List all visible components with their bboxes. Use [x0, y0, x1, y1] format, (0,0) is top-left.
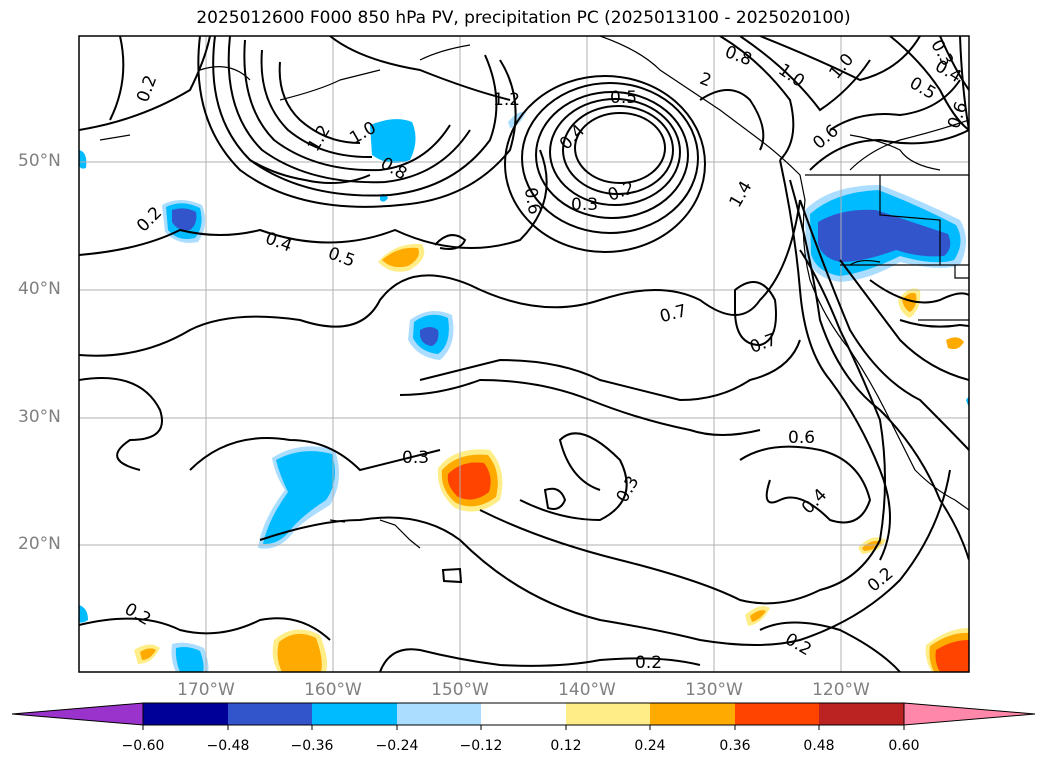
lat-label: 50°N — [18, 151, 61, 171]
colorbar-tick-label: 0.36 — [719, 738, 751, 754]
contour-label: 1.0 — [825, 50, 858, 84]
contour-label: 0.6 — [520, 186, 544, 216]
contour-label: 0.7 — [658, 301, 689, 327]
lon-label: 140°W — [558, 680, 616, 700]
colorbar-bin — [566, 703, 650, 725]
contour-label: 0.4 — [262, 228, 294, 256]
lon-label: 160°W — [304, 680, 362, 700]
contour-label: 0.2 — [781, 629, 814, 660]
contour-label: 0.6 — [788, 428, 815, 448]
contour-label: 0.3 — [613, 473, 644, 506]
contour-label: 0.2 — [133, 203, 166, 236]
lat-label: 30°N — [18, 407, 61, 427]
contour-label: 0.3 — [571, 195, 598, 215]
colorbar-bin — [650, 703, 735, 725]
contour-label: 2 — [697, 69, 714, 91]
colorbar-bin — [397, 703, 481, 725]
colorbar-bin — [143, 703, 228, 725]
colorbar-tick-label: −0.24 — [375, 738, 419, 754]
contour-label: 0.2 — [121, 599, 154, 630]
colorbar-tick-label: 0.60 — [888, 738, 920, 754]
lon-label: 120°W — [812, 680, 870, 700]
map-frame — [78, 35, 970, 673]
contour-label: 0.2 — [635, 653, 662, 673]
colorbar-tick-label: −0.60 — [121, 738, 165, 754]
contour-label: 0.3 — [402, 448, 429, 468]
colorbar-bin — [819, 703, 904, 725]
lon-label: 130°W — [685, 680, 743, 700]
colorbar — [11, 702, 1036, 730]
colorbar-bin — [481, 703, 566, 725]
contour-label: 1.2 — [493, 90, 520, 110]
lon-label: 170°W — [177, 680, 235, 700]
colorbar-tick-label: 0.24 — [634, 738, 666, 754]
colorbar-tick-label: 0.12 — [550, 738, 582, 754]
colorbar-tick-label: −0.12 — [459, 738, 503, 754]
coastlines — [99, 36, 969, 549]
lat-label: 20°N — [18, 534, 61, 554]
pv-contours — [79, 36, 969, 672]
map-title: 2025012600 F000 850 hPa PV, precipitatio… — [196, 8, 851, 28]
colorbar-tick-label: 0.48 — [803, 738, 835, 754]
colorbar-bin — [312, 703, 397, 725]
contour-label: 0.5 — [906, 73, 939, 104]
colorbar-low-extend — [11, 702, 144, 726]
colorbar-high-extend — [903, 702, 1036, 726]
contour-label: 0.2 — [133, 73, 161, 105]
colorbar-bin — [735, 703, 819, 725]
precip-shading — [79, 111, 969, 672]
contour-label: 0.2 — [864, 564, 898, 597]
contour-label: 0.5 — [610, 88, 637, 108]
colorbar-frame — [142, 702, 905, 726]
contour-label: 0.4 — [798, 485, 831, 518]
lon-label: 150°W — [431, 680, 489, 700]
contour-label: 0.7 — [747, 330, 779, 358]
lat-label: 40°N — [18, 279, 61, 299]
contour-label: 1.4 — [726, 178, 757, 211]
contour-label: 0.5 — [325, 243, 357, 271]
contour-label: 0.8 — [722, 42, 754, 70]
colorbar-tick-label: −0.48 — [206, 738, 250, 754]
colorbar-bin — [228, 703, 312, 725]
colorbar-tick-label: −0.36 — [290, 738, 334, 754]
